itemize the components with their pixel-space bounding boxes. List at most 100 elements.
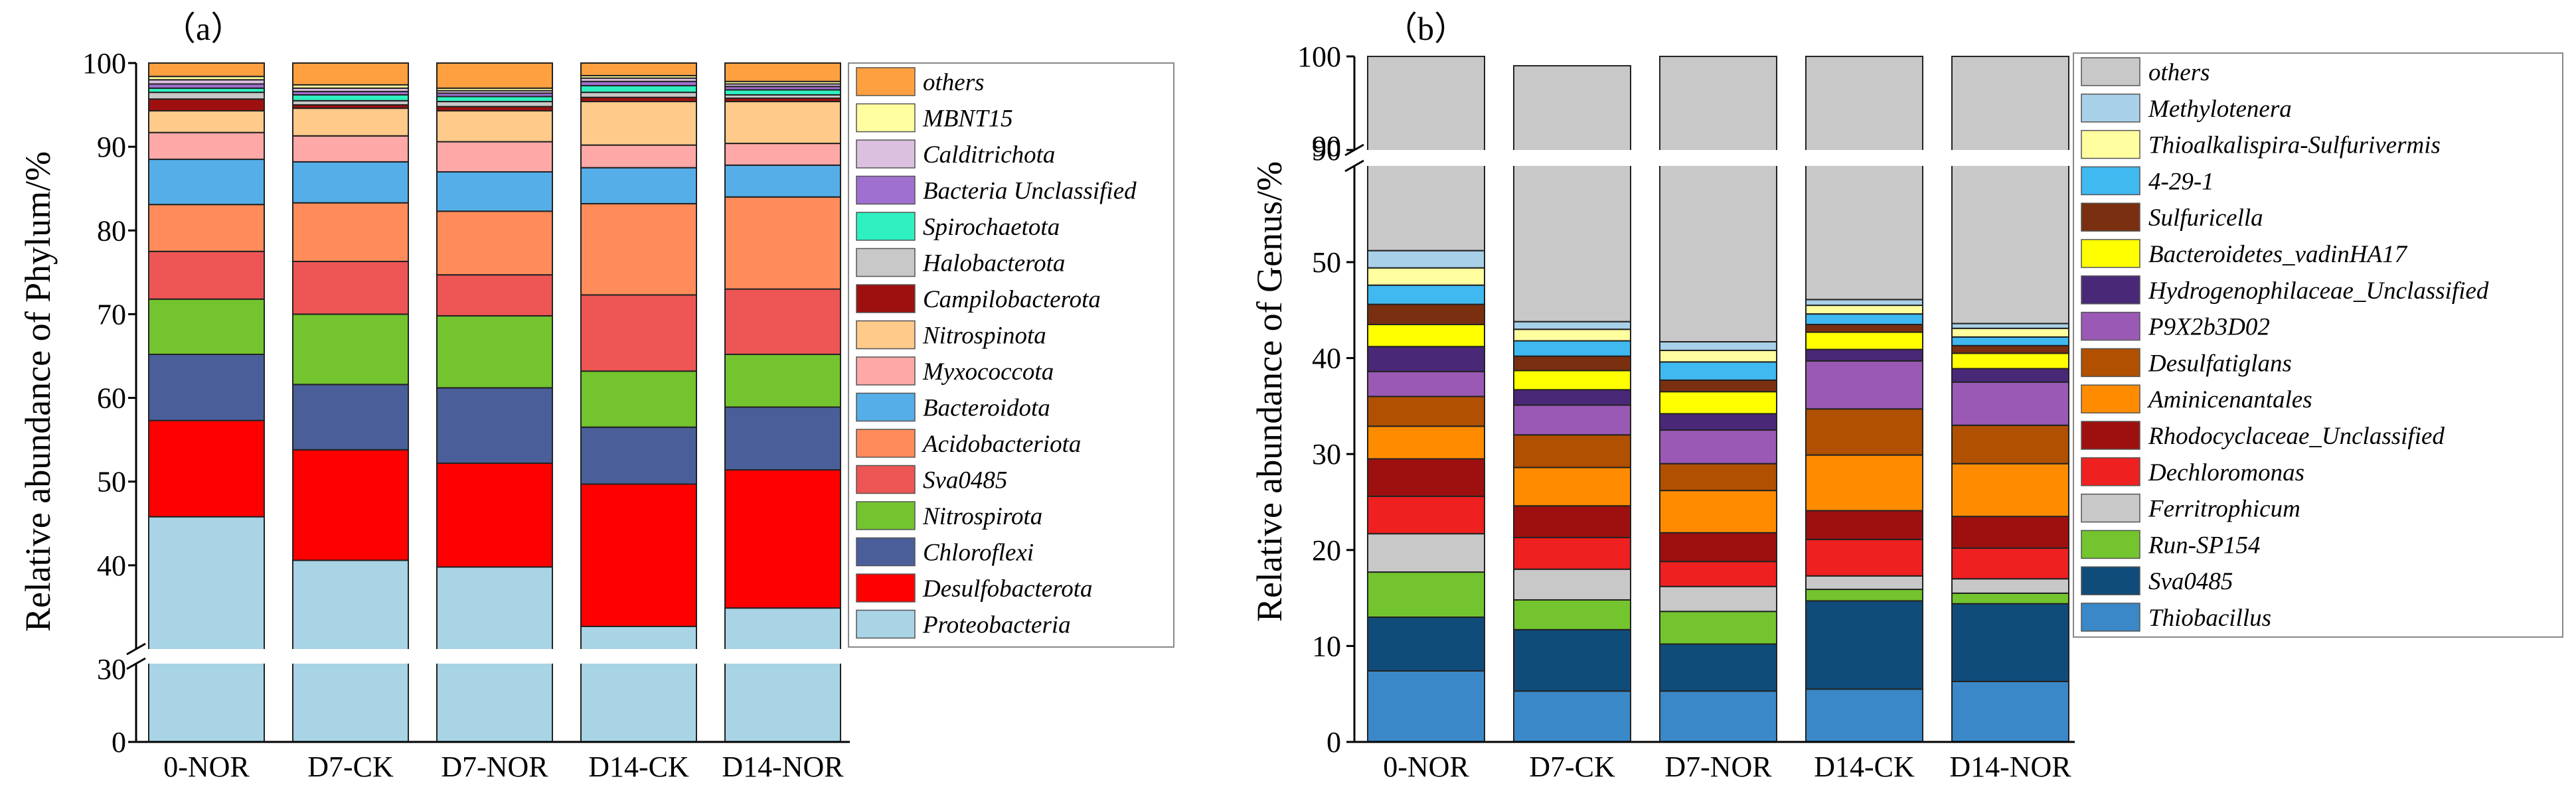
legend-swatch — [856, 537, 916, 567]
bar-segment-0-nor-5 — [1367, 458, 1485, 497]
legend-swatch — [856, 320, 916, 350]
bar-segment-d7-ck-8 — [292, 108, 409, 137]
bar-segment-d14-nor-9 — [1951, 368, 2069, 383]
legend-label: others — [923, 69, 985, 96]
y-tick-label: 40 — [1312, 342, 1341, 375]
bar-segment-d7-ck-13 — [1513, 328, 1631, 342]
legend-label: 4-29-1 — [2148, 168, 2214, 195]
bar-segment-d14-nor-4 — [724, 288, 841, 355]
legend-label: others — [2148, 59, 2210, 86]
bar-segment-d14-nor-15 — [1951, 56, 2069, 325]
legend-box — [2073, 52, 2563, 638]
y-tick-label: 0 — [1327, 726, 1341, 759]
bar-segment-d7-nor-10 — [1659, 391, 1777, 415]
legend-swatch — [2081, 57, 2140, 86]
legend-swatch — [2081, 493, 2140, 523]
bar-segment-0-nor-2 — [1367, 571, 1485, 618]
legend-label: Spirochaetota — [923, 214, 1060, 241]
bar-segment-d14-ck-15 — [1805, 56, 1923, 301]
legend-swatch — [2081, 275, 2140, 305]
bar-segment-0-nor-11 — [1367, 303, 1485, 325]
axis-break-band — [123, 649, 863, 664]
bar-segment-d14-ck-7 — [1805, 408, 1923, 456]
bar-segment-0-nor-1 — [1367, 617, 1485, 672]
legend-swatch — [856, 573, 916, 603]
y-tick-label: 90 — [1312, 134, 1341, 167]
bar-segment-d7-ck-15 — [292, 62, 409, 86]
axis-break-mark — [1344, 159, 1364, 173]
legend-label: Acidobacteriota — [921, 431, 1081, 458]
y-tick-label: 100 — [82, 47, 126, 80]
x-tick-label: D14-NOR — [1949, 751, 2071, 783]
y-tick-label: 0 — [112, 726, 126, 759]
bar-segment-d14-nor-7 — [1951, 424, 2069, 465]
bar-segment-d14-nor-3 — [1951, 578, 2069, 594]
legend-label: Thiobacillus — [2148, 605, 2271, 632]
bar-segment-d14-ck-8 — [580, 101, 697, 146]
legend-swatch — [2081, 603, 2140, 632]
bar-segment-0-nor-3 — [148, 298, 265, 355]
bar-segment-d14-ck-2 — [580, 426, 697, 485]
legend-swatch — [856, 103, 916, 133]
legend-label: Sva0485 — [923, 467, 1007, 494]
bar-segment-d7-nor-0 — [1659, 690, 1777, 743]
legend-label: Nitrospirota — [922, 503, 1042, 530]
legend-swatch — [2081, 348, 2140, 378]
bar-segment-d7-ck-6 — [292, 161, 409, 204]
legend-label: Sva0485 — [2148, 568, 2233, 595]
legend-label: Run-SP154 — [2148, 532, 2261, 559]
y-break-label: 90 — [1312, 130, 1341, 163]
bar-segment-d14-ck-3 — [1805, 575, 1923, 591]
bar-segment-0-nor-2 — [148, 353, 265, 421]
legend-label: Halobacterota — [922, 250, 1065, 277]
bar-segment-d7-nor-11 — [436, 96, 553, 103]
x-tick-label: 0-NOR — [1383, 751, 1469, 783]
bar-segment-d14-ck-6 — [580, 167, 697, 204]
bar-segment-d14-nor-11 — [724, 89, 841, 96]
bar-segment-d14-nor-15 — [724, 62, 841, 82]
bar-segment-0-nor-8 — [148, 109, 265, 133]
bar-segment-d7-ck-11 — [292, 94, 409, 102]
legend-label: Bacteroidetes_vadinHA17 — [2148, 241, 2408, 268]
legend-swatch — [856, 248, 916, 277]
y-tick-label: 40 — [97, 549, 126, 582]
legend-label: Ferritrophicum — [2148, 496, 2300, 523]
bar-segment-d14-nor-12 — [1951, 336, 2069, 346]
bar-segment-d7-nor-5 — [436, 210, 553, 276]
bar-segment-d7-ck-1 — [1513, 628, 1631, 692]
legend-label: Myxococcota — [922, 358, 1054, 386]
legend-label: Desulfobacterota — [922, 575, 1093, 603]
bar-segment-d14-ck-3 — [580, 370, 697, 428]
bar-segment-d7-ck-7 — [292, 135, 409, 163]
bar-segment-d14-nor-14 — [1951, 323, 2069, 329]
bar-segment-d7-nor-6 — [1659, 490, 1777, 534]
legend-swatch — [2081, 202, 2140, 232]
legend-label: Sulfuricella — [2148, 204, 2263, 232]
bar-segment-d7-nor-10 — [436, 101, 553, 108]
bar-segment-d14-nor-5 — [724, 196, 841, 290]
y-tick-label: 90 — [97, 131, 126, 163]
legend-swatch — [2081, 166, 2140, 196]
bar-segment-d7-nor-7 — [436, 141, 553, 173]
legend-label: Methylotenera — [2148, 96, 2292, 123]
legend-label: Hydrogenophilaceae_Unclassified — [2148, 277, 2489, 305]
legend-label: Proteobacteria — [922, 612, 1071, 639]
bar-segment-d14-nor-10 — [1951, 352, 2069, 370]
bar-segment-d14-nor-0 — [1951, 680, 2069, 743]
bar-segment-d14-ck-0 — [1805, 688, 1923, 743]
y-break-label: 30 — [97, 653, 126, 686]
legend-label: Nitrospinota — [922, 323, 1046, 350]
bar-segment-d7-ck-5 — [292, 202, 409, 262]
bar-segment-d7-nor-1 — [436, 462, 553, 568]
bar-segment-d7-ck-11 — [1513, 355, 1631, 372]
legend-swatch — [2081, 421, 2140, 450]
legend-label: MBNT15 — [922, 106, 1013, 133]
axis-break-mark — [126, 642, 146, 656]
bar-segment-d14-ck-5 — [580, 202, 697, 296]
legend-swatch — [2081, 311, 2140, 341]
y-tick-label: 30 — [1312, 438, 1341, 471]
bar-segment-d14-ck-4 — [580, 294, 697, 372]
bar-segment-0-nor-10 — [1367, 323, 1485, 348]
legend-swatch — [856, 175, 916, 205]
